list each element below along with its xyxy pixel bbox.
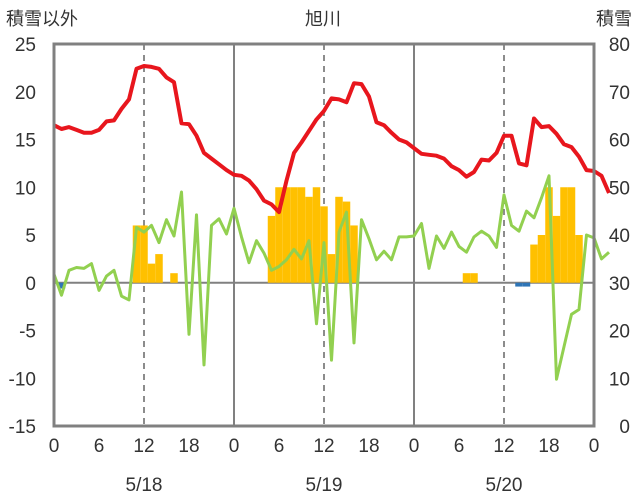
x-tick-label: 18 — [178, 436, 199, 457]
bar-s1-62 — [515, 282, 523, 287]
bar-s0-13 — [147, 263, 156, 283]
bar-s0-11 — [132, 225, 141, 283]
bar-s0-12 — [140, 225, 148, 283]
right-tick-label: 60 — [609, 131, 630, 152]
bar-s0-16 — [170, 273, 178, 283]
bar-s0-56 — [470, 273, 478, 283]
left-tick-label: 25 — [15, 35, 36, 56]
date-labels: 5/18 5/19 5/20 — [126, 475, 523, 496]
right-axis-title: 積雪 — [596, 9, 632, 30]
x-tick-label: 0 — [229, 436, 240, 457]
x-tick-label: 18 — [538, 436, 559, 457]
right-tick-label: 0 — [619, 417, 630, 438]
date-label: 5/19 — [306, 475, 343, 496]
bar-s0-29 — [267, 215, 276, 283]
x-tick-label: 6 — [454, 436, 465, 457]
bar-s0-39 — [342, 201, 351, 283]
bar-s0-30 — [275, 187, 283, 283]
bar-s1-63 — [522, 282, 531, 287]
right-tick-label: 20 — [609, 322, 630, 343]
bar-s0-69 — [567, 187, 576, 283]
left-tick-label: 0 — [25, 274, 36, 295]
right-tick-label: 50 — [609, 178, 630, 199]
line-series-0 — [53, 64, 611, 215]
bar-s0-37 — [327, 254, 336, 283]
bar-s0-14 — [155, 254, 163, 283]
x-axis-ticks: 0 6 12 18 0 6 12 18 0 6 12 18 0 — [49, 436, 600, 457]
left-tick-label: -15 — [9, 417, 36, 438]
right-tick-label: 40 — [609, 226, 630, 247]
left-tick-label: 5 — [25, 226, 36, 247]
left-tick-label: -5 — [19, 322, 36, 343]
x-tick-label: 6 — [94, 436, 105, 457]
plot-area-frame — [52, 42, 596, 428]
bar-s1-1 — [57, 282, 66, 289]
bar-s0-31 — [282, 187, 291, 283]
bar-s0-33 — [297, 187, 306, 283]
right-tick-label: 80 — [609, 35, 630, 56]
right-tick-label: 70 — [609, 83, 630, 104]
bar-s0-35 — [312, 187, 321, 283]
x-tick-label: 0 — [49, 436, 60, 457]
x-tick-label: 12 — [313, 436, 334, 457]
x-tick-label: 0 — [589, 436, 600, 457]
bar-s0-67 — [552, 215, 561, 283]
bar-s0-65 — [537, 235, 546, 283]
line-series-1 — [52, 174, 610, 381]
bar-s0-64 — [530, 244, 538, 283]
left-tick-label: 20 — [15, 83, 36, 104]
bar-s0-70 — [575, 235, 583, 283]
x-tick-label: 12 — [493, 436, 514, 457]
left-axis-title: 積雪以外 — [6, 9, 78, 30]
bar-s0-68 — [560, 187, 568, 283]
right-tick-label: 30 — [609, 274, 630, 295]
bar-s0-32 — [290, 187, 298, 283]
line-series — [52, 64, 611, 381]
x-tick-label: 0 — [409, 436, 420, 457]
bar-s0-40 — [350, 225, 358, 283]
chart-title: 旭川 — [305, 9, 341, 30]
right-axis-ticks: 0 10 20 30 40 50 60 70 80 — [609, 35, 630, 438]
left-tick-label: 10 — [15, 178, 36, 199]
date-label: 5/20 — [486, 475, 523, 496]
left-tick-label: -10 — [9, 369, 36, 390]
x-tick-label: 18 — [358, 436, 379, 457]
bar-s0-55 — [462, 273, 471, 283]
x-tick-label: 6 — [274, 436, 285, 457]
x-tick-label: 12 — [133, 436, 154, 457]
right-tick-label: 10 — [609, 369, 630, 390]
bar-s0-66 — [545, 187, 553, 283]
date-label: 5/18 — [126, 475, 163, 496]
left-axis-ticks: -15 -10 -5 0 5 10 15 20 25 — [9, 35, 36, 438]
left-tick-label: 15 — [15, 131, 36, 152]
